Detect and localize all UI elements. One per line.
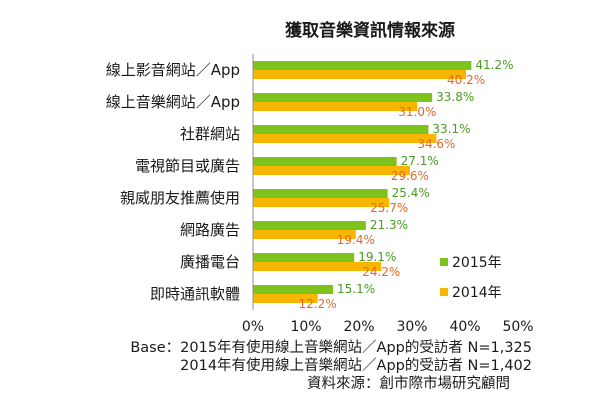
bar-series-1 [253, 61, 472, 70]
bar-series-2 [253, 198, 390, 207]
data-label-series-2: 31.0% [398, 105, 436, 119]
chart-title: 獲取音樂資訊情報來源 [285, 20, 455, 41]
x-tick-label: 40% [449, 319, 480, 335]
data-label-series-1: 33.8% [436, 90, 474, 104]
bar-series-2 [253, 294, 318, 303]
bar-series-2 [253, 262, 382, 271]
data-label-series-1: 19.1% [358, 250, 396, 264]
legend-label: 2014年 [452, 285, 502, 301]
x-tick-label: 0% [242, 319, 264, 335]
category-label: 線上音樂網站／App [106, 93, 240, 111]
x-tick-label: 50% [502, 319, 533, 335]
x-tick-label: 20% [343, 319, 374, 335]
category-label: 親威朋友推薦使用 [120, 189, 240, 207]
bar-series-2 [253, 70, 467, 79]
bar-series-1 [253, 285, 334, 294]
category-label: 電視節目或廣告 [135, 157, 240, 175]
category-label: 社群網站 [180, 125, 240, 143]
bar-series-1 [253, 157, 397, 166]
data-label-series-2: 12.2% [299, 297, 337, 311]
legend-label: 2015年 [452, 255, 502, 271]
category-label: 線上影音網站／App [106, 61, 240, 79]
x-tick-label: 30% [396, 319, 427, 335]
bar-series-1 [253, 253, 355, 262]
data-label-series-2: 40.2% [447, 73, 485, 87]
bar-series-1 [253, 189, 388, 198]
footer-base-2015: Base：2015年有使用線上音樂網站／App的受訪者 N=1,325 [130, 339, 532, 356]
data-label-series-2: 25.7% [370, 201, 408, 215]
data-label-series-2: 29.6% [391, 169, 429, 183]
x-tick-label: 10% [290, 319, 321, 335]
data-label-series-1: 41.2% [475, 58, 513, 72]
data-label-series-2: 19.4% [337, 233, 375, 247]
category-labels: 線上影音網站／App 線上音樂網站／App 社群網站電視節目或廣告親威朋友推薦使用網… [106, 61, 240, 303]
legend: 2015年 2014年 [440, 255, 502, 301]
bar-series-1 [253, 93, 433, 102]
data-label-series-2: 34.6% [417, 137, 455, 151]
bar-series-1 [253, 221, 366, 230]
legend-swatch [440, 258, 448, 266]
bar-series-2 [253, 102, 418, 111]
data-label-series-2: 24.2% [362, 265, 400, 279]
data-label-series-1: 21.3% [370, 218, 408, 232]
bar-series-2 [253, 166, 410, 175]
category-label: 廣播電台 [180, 253, 240, 271]
legend-swatch [440, 288, 448, 296]
data-label-series-1: 25.4% [392, 186, 430, 200]
bar-series-2 [253, 134, 437, 143]
category-label: 即時通訊軟體 [150, 285, 240, 303]
footer-source: 資料來源：創市際市場研究顧問 [307, 375, 510, 392]
value-labels: 41.2%40.2% 33.8%31.0% 33.1%34.6% 27.1%29.6%… [299, 58, 514, 311]
footer-base-2014: 2014年有使用線上音樂網站／App的受訪者 N=1,402 [180, 357, 532, 374]
data-label-series-1: 33.1% [432, 122, 470, 136]
data-label-series-1: 15.1% [337, 282, 375, 296]
bar-series-2 [253, 230, 356, 239]
bars [253, 61, 472, 303]
category-label: 網路廣告 [180, 221, 240, 239]
data-label-series-1: 27.1% [401, 154, 439, 168]
x-axis-ticks: 0% 10% 20% 30% 40% 50% [242, 319, 534, 335]
bar-series-1 [253, 125, 429, 134]
